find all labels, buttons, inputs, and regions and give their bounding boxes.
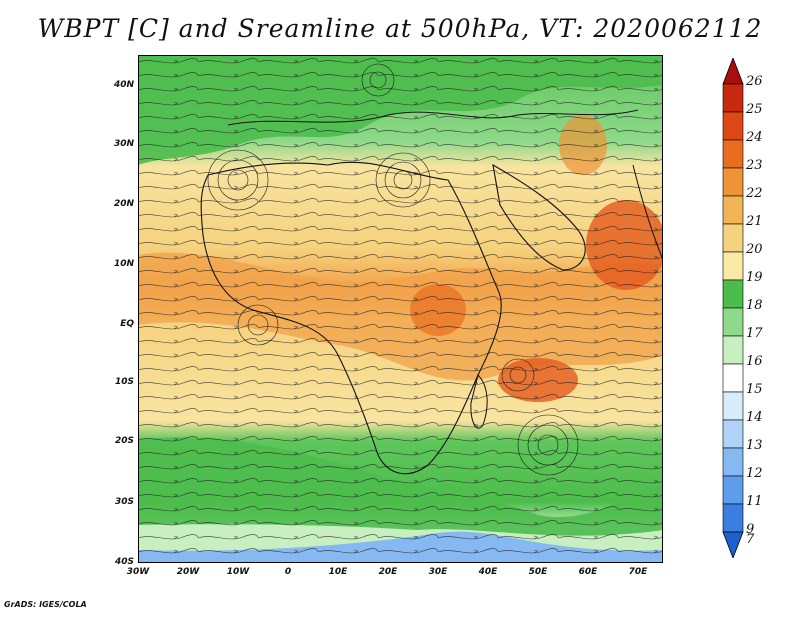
lat-label-10s: 10S [114,377,134,387]
lon-label-10w: 10W [226,567,250,577]
colorbar-cell [722,419,744,449]
colorbar [722,58,744,558]
colorbar-tick-label: 22 [746,186,763,201]
coastline-africa [200,161,502,475]
coastline-europe [227,109,639,126]
colorbar-tick-label: 20 [746,242,763,257]
colorbar-tick-label: 16 [746,354,763,369]
colorbar-tick-label: 21 [746,214,763,229]
colorbar-tick-label: 25 [746,102,763,117]
colorbar-tick-label: 7 [746,532,755,547]
colorbar-cell [722,83,744,113]
lon-label-30w: 30W [126,567,150,577]
lat-label-10n: 10N [113,259,134,269]
lon-label-70e: 70E [628,567,648,577]
footer-credit: GrADS: IGES/COLA [4,600,87,609]
colorbar-cell [722,279,744,309]
colorbar-cell [722,139,744,169]
lon-label-40e: 40E [478,567,498,577]
colorbar-cell [722,503,744,533]
lon-label-60e: 60E [578,567,598,577]
colorbar-cell [722,223,744,253]
lon-label-0: 0 [284,567,292,577]
colorbar-cell [722,391,744,421]
colorbar-tick-label: 23 [746,158,763,173]
vortex-swirls [207,63,579,476]
colorbar-cell [722,251,744,281]
colorbar-tick-label: 12 [746,466,763,481]
colorbar-tick-label: 13 [746,438,763,453]
colorbar-tick-label: 18 [746,298,763,313]
colorbar-tick-label: 9 [746,522,755,537]
colorbar-cell [722,111,744,141]
colorbar-arrow-top [722,58,744,85]
lon-label-10e: 10E [328,567,348,577]
colorbar-cell [722,335,744,365]
coastline-arabia [492,163,586,271]
colorbar-tick-label: 26 [746,74,763,89]
colorbar-arrow-bottom [722,531,744,558]
colorbar-cell [722,363,744,393]
lat-label-30s: 30S [114,497,134,507]
lat-label-40s: 40S [114,557,134,567]
lat-label-eq: EQ [120,319,134,329]
lat-label-20n: 20N [113,199,134,209]
lon-label-20w: 20W [176,567,200,577]
streamline-field [138,55,663,563]
lat-label-30n: 30N [113,139,134,149]
lat-label-20s: 20S [114,436,134,446]
map-title: WBPT [C] and Sreamline at 500hPa, VT: 20… [37,14,763,43]
coastline-india [632,164,663,261]
colorbar-tick-label: 24 [746,130,763,145]
colorbar-cell [722,195,744,225]
lon-label-30e: 30E [428,567,448,577]
map-frame [138,55,663,563]
coastline-madagascar [470,374,488,429]
colorbar-cell [722,307,744,337]
colorbar-cell [722,167,744,197]
lat-label-40n: 40N [113,80,134,90]
lon-label-20e: 20E [378,567,398,577]
colorbar-cell [722,447,744,477]
colorbar-cell [722,475,744,505]
colorbar-tick-label: 17 [746,326,763,341]
colorbar-tick-label: 11 [746,494,763,509]
weather-map [138,55,663,563]
colorbar-tick-label: 15 [746,382,763,397]
colorbar-tick-label: 14 [746,410,763,425]
lon-label-50e: 50E [528,567,548,577]
colorbar-tick-label: 19 [746,270,763,285]
